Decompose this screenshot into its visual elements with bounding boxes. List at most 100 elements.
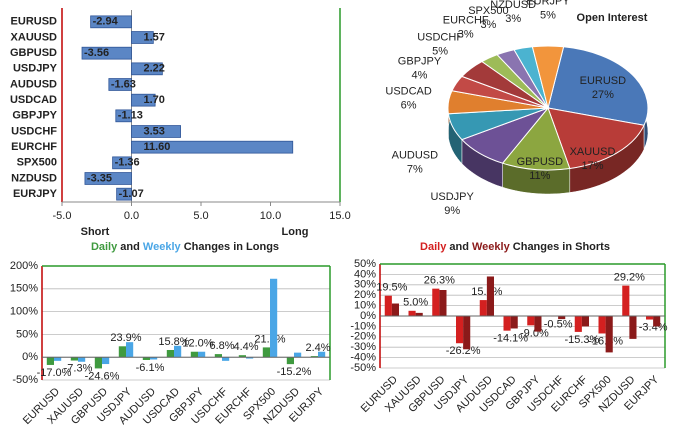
bar	[90, 15, 132, 29]
slice-label: EURUSD	[580, 75, 627, 87]
bar	[142, 357, 150, 360]
bar	[214, 354, 222, 358]
title-part: and	[120, 241, 140, 253]
y-tick-label: -50%	[12, 374, 38, 386]
bar	[432, 288, 440, 316]
bar	[653, 316, 661, 327]
pie-slice	[547, 107, 645, 170]
slice-value: 4%	[412, 70, 428, 82]
chart-title: Daily and Weekly Changes in Shorts	[420, 241, 610, 253]
bar	[131, 31, 154, 44]
y-tick-label: 50%	[16, 328, 38, 340]
y-tick-label: 50%	[354, 258, 376, 270]
bar	[131, 93, 156, 107]
bar	[510, 316, 518, 329]
slice-label: AUDUSD	[392, 150, 439, 162]
bar	[574, 316, 582, 332]
bar	[131, 125, 181, 138]
bar	[391, 303, 399, 316]
bar	[238, 355, 246, 358]
title-part: Daily	[420, 241, 447, 253]
y-tick-label: 10%	[354, 300, 376, 312]
y-tick-label: GBPJPY	[12, 110, 57, 122]
bar	[270, 278, 278, 358]
value-label: -1.63	[111, 78, 136, 90]
y-tick-label: 0%	[22, 351, 38, 363]
value-label: -3.56	[84, 47, 109, 59]
pie-slice	[547, 46, 649, 126]
y-tick-label: -20%	[350, 331, 376, 343]
y-tick-label: EURCHF	[11, 141, 57, 153]
value-label: 23.9%	[110, 332, 141, 344]
slice-value: 6%	[401, 100, 417, 112]
bar	[174, 345, 182, 358]
value-label: 5.0%	[403, 297, 428, 309]
slice-value: 5%	[432, 46, 448, 58]
bar	[54, 357, 62, 361]
slice-label: USDJPY	[430, 191, 474, 203]
value-label: -2.94	[93, 16, 119, 28]
x-tick-label: 10.0	[260, 210, 281, 222]
slice-value: 3%	[480, 19, 496, 31]
slice-value: 7%	[407, 164, 423, 176]
bar	[112, 156, 132, 170]
value-label: -1.36	[115, 157, 140, 169]
slice-label: USDCAD	[385, 86, 432, 98]
value-label: -1.13	[118, 110, 143, 122]
value-label: 19.5%	[376, 282, 407, 294]
bar	[286, 357, 294, 365]
bar	[94, 357, 102, 369]
title-part: and	[449, 241, 469, 253]
title-part: Weekly	[143, 241, 182, 253]
value-label: -0.5%	[544, 318, 573, 330]
value-label: 2.22	[144, 63, 165, 75]
bar	[463, 316, 471, 350]
y-tick-label: AUDUSD	[10, 78, 57, 90]
x-tick-label: 15.0	[329, 210, 350, 222]
y-tick-label: 150%	[10, 283, 38, 295]
annotation-short: Short	[81, 226, 110, 238]
bar	[46, 357, 54, 365]
bar	[558, 316, 566, 320]
bar	[70, 357, 78, 361]
y-tick-label: 40%	[354, 268, 376, 280]
bar	[415, 312, 423, 316]
value-label: 1.70	[144, 94, 165, 106]
y-tick-label: 200%	[10, 260, 38, 272]
y-tick-label: USDJPY	[13, 63, 58, 75]
slice-label: EURJPY	[526, 0, 570, 8]
value-label: -15.2%	[277, 366, 312, 378]
bar	[646, 316, 654, 320]
y-tick-label: -10%	[350, 320, 376, 332]
bar	[198, 351, 206, 358]
bar	[150, 357, 158, 360]
bar	[222, 357, 230, 361]
bar	[116, 187, 132, 201]
y-tick-label: 20%	[354, 289, 376, 301]
chart-title: Daily and Weekly Changes in Longs	[91, 241, 279, 253]
bar	[166, 349, 174, 358]
bar	[479, 300, 487, 316]
slice-value: 9%	[444, 205, 460, 217]
value-label: -6.1%	[136, 362, 165, 374]
y-tick-label: 30%	[354, 279, 376, 291]
y-tick-label: SPX500	[17, 157, 57, 169]
bar	[581, 316, 589, 327]
bar	[534, 316, 542, 332]
bar	[622, 285, 630, 316]
y-tick-label: XAUUSD	[11, 31, 58, 43]
y-tick-label: -40%	[350, 352, 376, 364]
y-tick-label: EURJPY	[13, 188, 58, 200]
value-label: 2.4%	[305, 342, 330, 354]
value-label: -26.2%	[446, 345, 481, 357]
value-label: 4.4%	[233, 341, 258, 353]
bar	[131, 140, 294, 154]
value-label: -3.4%	[639, 321, 668, 333]
y-tick-label: -30%	[350, 341, 376, 353]
bar	[294, 352, 302, 358]
x-tick-label: -5.0	[53, 210, 72, 222]
slice-label: NZDUSD	[490, 0, 536, 11]
bar	[605, 316, 613, 353]
title-part: Changes in Shorts	[513, 241, 610, 253]
